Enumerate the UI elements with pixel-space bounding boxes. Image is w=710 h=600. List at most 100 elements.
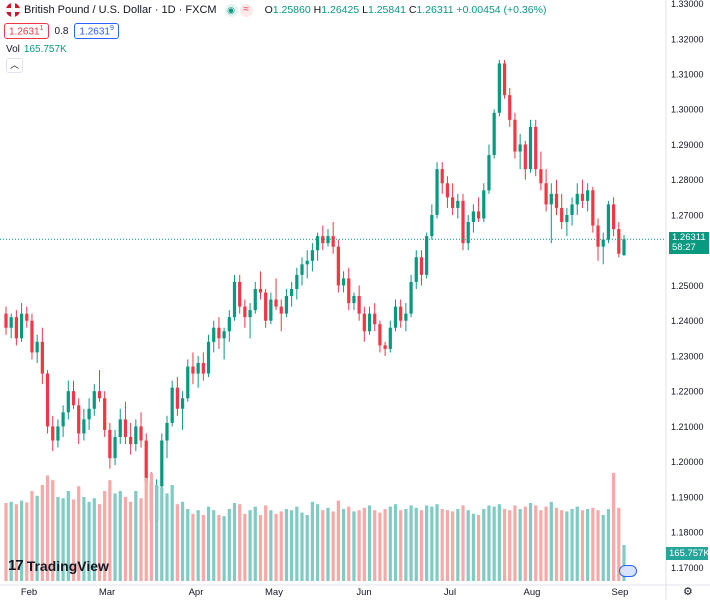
volume-bar <box>82 497 86 581</box>
candle-body <box>502 63 507 96</box>
volume-bar <box>357 510 361 581</box>
volume-legend: Vol 165.757K <box>6 44 67 55</box>
volume-bar <box>191 513 195 581</box>
candle-body <box>528 126 533 170</box>
gear-icon[interactable]: ⚙ <box>683 586 693 598</box>
candle-body <box>612 204 616 230</box>
bar-countdown: 58:27 <box>672 242 696 253</box>
candle-body <box>378 324 382 346</box>
candle-body <box>165 422 169 441</box>
volume-bar <box>123 497 128 581</box>
candle-body <box>123 419 128 437</box>
volume-bar <box>570 509 574 581</box>
candle-body <box>227 317 231 332</box>
candle-body <box>461 200 465 244</box>
candle-body <box>212 327 216 342</box>
volume-bar <box>554 507 559 581</box>
sell-button[interactable]: 1.26311 <box>4 23 49 40</box>
market-open-icon[interactable]: ◉ <box>224 3 238 17</box>
candle-body <box>113 436 117 459</box>
candle-body <box>440 169 444 184</box>
volume-bar <box>373 510 377 581</box>
volume-bar <box>362 507 366 581</box>
tradingview-logo[interactable]: 17 TradingView <box>8 557 109 574</box>
candle-body <box>4 313 8 328</box>
candle-body <box>300 264 304 275</box>
volume-bar <box>129 501 133 581</box>
candle-body <box>77 405 81 434</box>
candle-body <box>352 296 356 304</box>
candle-body <box>321 236 325 244</box>
candle-body <box>414 257 418 282</box>
candle-body <box>430 214 434 237</box>
market-status[interactable]: ◉ ≈ <box>224 3 253 17</box>
y-tick-label: 1.28000 <box>671 175 704 185</box>
volume-bar <box>290 510 294 581</box>
chevron-up-icon[interactable]: ︿ <box>6 58 23 73</box>
volume-bar <box>4 503 8 581</box>
volume-bar <box>419 510 424 581</box>
buy-button[interactable]: 1.26319 <box>74 23 119 40</box>
candle-body <box>409 281 413 314</box>
y-tick-label: 1.33000 <box>671 0 704 9</box>
volume-bar <box>30 491 34 581</box>
volume-bar <box>575 506 579 581</box>
candle-body <box>451 197 455 208</box>
candle-body <box>367 313 372 332</box>
candle-body <box>560 207 564 223</box>
volume-bar <box>258 515 263 581</box>
candle-body <box>274 299 278 307</box>
gbp-flag-icon <box>6 3 20 17</box>
volume-bar <box>341 509 346 581</box>
volume-bar <box>435 504 439 581</box>
volume-bar <box>601 515 605 581</box>
candle-body <box>160 440 164 487</box>
volume-bar <box>580 510 585 581</box>
candle-body <box>456 200 460 208</box>
open-value: 1.25860 <box>272 4 311 16</box>
y-tick-label: 1.30000 <box>671 105 704 115</box>
x-tick-label: Feb <box>21 587 37 598</box>
candle-body <box>87 408 91 420</box>
candle-body <box>544 183 548 205</box>
candle-body <box>191 366 195 374</box>
symbol-title[interactable]: British Pound / U.S. Dollar · 1D · FXCM <box>24 4 217 16</box>
candle-body <box>248 310 252 318</box>
volume-bar <box>310 501 315 581</box>
ohlc-values: O1.25860 H1.26425 L1.25841 C1.26311 +0.0… <box>264 4 547 16</box>
volume-bar <box>35 495 39 581</box>
events-flag-icon[interactable] <box>619 565 637 577</box>
volume-bar <box>466 510 470 581</box>
alert-icon[interactable]: ≈ <box>239 3 253 17</box>
volume-bar <box>378 512 382 581</box>
candle-body <box>97 391 102 399</box>
candle-body <box>118 419 122 437</box>
volume-bar <box>154 485 159 581</box>
last-price: 1.26311 <box>672 232 706 243</box>
candle-body <box>144 440 148 483</box>
candle-body <box>388 327 392 349</box>
candle-body <box>170 387 174 423</box>
x-tick-label: Jul <box>444 587 456 598</box>
volume-bar <box>586 509 590 581</box>
volume-bar <box>71 499 76 581</box>
y-tick-label: 1.29000 <box>671 140 704 150</box>
candle-body <box>186 366 190 399</box>
candle-body <box>383 345 387 349</box>
volume-bar <box>513 505 517 581</box>
x-tick-label: May <box>265 587 283 598</box>
candle-body <box>580 193 585 201</box>
volume-bar <box>451 511 455 581</box>
candle-body <box>425 236 429 275</box>
candle-body <box>347 278 351 304</box>
candle-body <box>466 222 470 244</box>
candle-body <box>295 274 299 289</box>
volume-bar <box>170 485 174 581</box>
y-tick-label: 1.19000 <box>671 492 704 502</box>
candle-body <box>238 281 242 307</box>
candle-body <box>575 193 579 205</box>
volume-bar <box>596 510 600 581</box>
candle-body <box>554 193 559 208</box>
candle-body <box>71 391 76 406</box>
